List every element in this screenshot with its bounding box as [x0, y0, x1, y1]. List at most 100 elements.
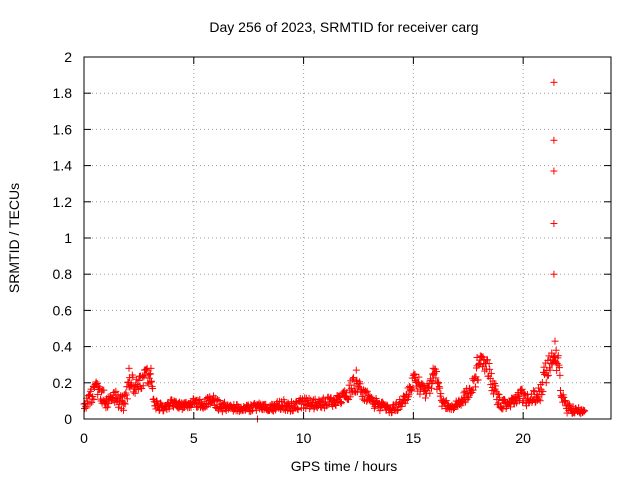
data-point	[536, 397, 544, 405]
data-point	[294, 405, 302, 413]
data-point	[342, 389, 350, 397]
data-point	[156, 406, 164, 414]
data-point	[343, 394, 351, 402]
data-point	[435, 379, 443, 387]
data-point	[359, 395, 367, 403]
data-point	[543, 372, 551, 380]
data-point	[429, 364, 437, 372]
data-point	[550, 270, 558, 278]
data-point	[135, 376, 143, 384]
data-point	[319, 394, 327, 402]
x-tick-label: 10	[296, 430, 312, 446]
data-point	[546, 366, 554, 374]
data-point	[165, 401, 173, 409]
grid-lines	[84, 57, 611, 419]
data-point	[520, 389, 528, 397]
y-tick-label: 1.4	[53, 158, 73, 174]
data-point	[435, 383, 443, 391]
data-point	[92, 378, 100, 386]
data-point	[554, 352, 562, 360]
data-point	[143, 366, 151, 374]
data-point	[436, 384, 444, 392]
data-point	[432, 368, 440, 376]
data-point	[120, 399, 128, 407]
data-point	[346, 393, 354, 401]
tick-labels: 0 5 10 15 20 0 0.2 0.4 0.6 0.8 1 1.2 1.4 1.6 1.8 2	[53, 49, 532, 446]
data-point	[337, 399, 345, 407]
data-point	[122, 391, 130, 399]
y-tick-label: 2	[64, 49, 72, 65]
data-point	[553, 360, 561, 368]
y-tick-label: 1.2	[53, 194, 73, 210]
data-point	[102, 404, 110, 412]
data-point	[139, 382, 147, 390]
data-point	[149, 384, 157, 392]
data-point	[483, 356, 491, 364]
data-point	[146, 370, 154, 378]
y-tick-label: 0.8	[53, 266, 73, 282]
data-point	[538, 391, 546, 399]
data-point	[539, 388, 547, 396]
data-point	[551, 337, 559, 345]
data-point	[492, 382, 500, 390]
data-point	[121, 400, 129, 408]
data-point	[411, 371, 419, 379]
data-point	[494, 390, 502, 398]
data-point	[86, 400, 94, 408]
data-point	[262, 400, 270, 408]
data-point	[544, 371, 552, 379]
x-tick-label: 0	[80, 430, 88, 446]
data-point	[402, 397, 410, 405]
data-point	[556, 387, 564, 395]
data-point	[415, 373, 423, 381]
data-point	[153, 397, 161, 405]
data-point	[144, 379, 152, 387]
data-point	[311, 395, 319, 403]
data-point	[252, 406, 260, 414]
axis-ticks	[83, 56, 611, 420]
data-point	[485, 360, 493, 368]
x-tick-label: 20	[515, 430, 531, 446]
data-point	[473, 353, 481, 361]
data-point	[542, 379, 550, 387]
data-point	[147, 364, 155, 372]
y-tick-label: 0	[64, 411, 72, 427]
data-point	[416, 390, 424, 398]
data-point	[534, 392, 542, 400]
data-point	[89, 393, 97, 401]
data-point	[131, 389, 139, 397]
data-point	[518, 385, 526, 393]
data-point	[495, 391, 503, 399]
data-point	[530, 387, 538, 395]
data-point	[213, 396, 221, 404]
data-point	[294, 406, 302, 414]
data-point	[147, 378, 155, 386]
data-point	[429, 370, 437, 378]
data-point	[305, 394, 313, 402]
data-point	[409, 384, 417, 392]
data-points	[80, 78, 589, 423]
y-tick-label: 0.2	[53, 375, 73, 391]
x-axis-label: GPS time / hours	[291, 458, 398, 474]
data-point	[405, 391, 413, 399]
data-point	[356, 380, 364, 388]
data-point	[432, 374, 440, 382]
data-point	[393, 407, 401, 415]
data-point	[434, 380, 442, 388]
data-point	[95, 382, 103, 390]
data-point	[398, 402, 406, 410]
data-point	[537, 386, 545, 394]
data-point	[165, 405, 173, 413]
data-point	[549, 353, 557, 361]
data-point	[471, 383, 479, 391]
data-point	[560, 393, 568, 401]
data-point	[115, 400, 123, 408]
data-point	[160, 407, 168, 415]
data-point	[566, 402, 574, 410]
x-tick-label: 15	[406, 430, 422, 446]
data-point	[104, 403, 112, 411]
data-point	[474, 376, 482, 384]
data-point	[419, 381, 427, 389]
data-point	[408, 386, 416, 394]
